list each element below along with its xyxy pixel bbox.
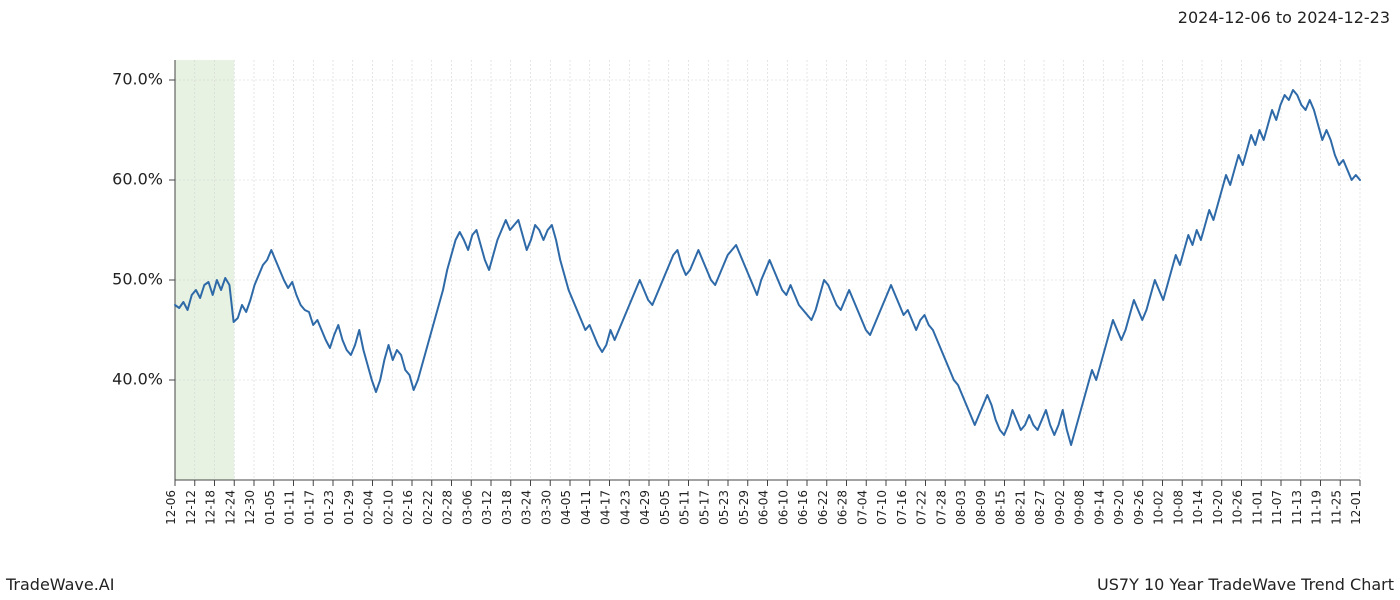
x-tick-label: 01-11 bbox=[283, 490, 297, 525]
x-tick-label: 04-05 bbox=[559, 490, 573, 525]
x-tick-label: 06-10 bbox=[776, 490, 790, 525]
x-tick-label: 07-22 bbox=[915, 490, 929, 525]
x-tick-label: 08-21 bbox=[1013, 490, 1027, 525]
y-tick-label: 40.0% bbox=[112, 370, 163, 389]
y-tick-label: 50.0% bbox=[112, 270, 163, 289]
x-tick-label: 12-01 bbox=[1349, 490, 1363, 525]
x-tick-label: 11-13 bbox=[1290, 490, 1304, 525]
x-tick-label: 04-17 bbox=[599, 490, 613, 525]
x-tick-label: 07-16 bbox=[895, 490, 909, 525]
x-tick-label: 09-26 bbox=[1132, 490, 1146, 525]
x-tick-label: 09-08 bbox=[1073, 490, 1087, 525]
x-tick-label: 05-17 bbox=[697, 490, 711, 525]
x-tick-label: 01-23 bbox=[322, 490, 336, 525]
x-tick-label: 10-08 bbox=[1171, 490, 1185, 525]
x-tick-label: 08-03 bbox=[954, 490, 968, 525]
x-tick-label: 01-17 bbox=[302, 490, 316, 525]
x-tick-label: 04-23 bbox=[618, 490, 632, 525]
x-tick-label: 02-16 bbox=[401, 490, 415, 525]
date-range-label: 2024-12-06 to 2024-12-23 bbox=[1178, 8, 1390, 27]
x-tick-label: 03-06 bbox=[460, 490, 474, 525]
x-tick-label: 02-22 bbox=[421, 490, 435, 525]
x-tick-label: 12-24 bbox=[223, 490, 237, 525]
x-tick-label: 06-16 bbox=[796, 490, 810, 525]
y-tick-label: 60.0% bbox=[112, 170, 163, 189]
x-tick-label: 06-22 bbox=[816, 490, 830, 525]
x-tick-label: 12-18 bbox=[204, 490, 218, 525]
x-tick-label: 09-02 bbox=[1053, 490, 1067, 525]
x-tick-label: 11-25 bbox=[1329, 490, 1343, 525]
x-tick-label: 01-29 bbox=[342, 490, 356, 525]
y-tick-label: 70.0% bbox=[112, 70, 163, 89]
x-tick-label: 06-28 bbox=[836, 490, 850, 525]
x-tick-label: 04-11 bbox=[579, 490, 593, 525]
x-tick-label: 02-10 bbox=[381, 490, 395, 525]
x-tick-label: 10-14 bbox=[1191, 490, 1205, 525]
x-tick-label: 11-19 bbox=[1310, 490, 1324, 525]
x-tick-label: 10-26 bbox=[1231, 490, 1245, 525]
x-tick-label: 04-29 bbox=[638, 490, 652, 525]
x-tick-label: 05-05 bbox=[658, 490, 672, 525]
x-tick-label: 03-12 bbox=[480, 490, 494, 525]
x-tick-label: 08-15 bbox=[994, 490, 1008, 525]
trend-chart: 40.0% 50.0% 60.0% 70.0% 12-06 12-12 12-18 12-24… bbox=[0, 0, 1400, 600]
x-tick-label: 02-04 bbox=[362, 490, 376, 525]
x-tick-label: 09-20 bbox=[1112, 490, 1126, 525]
x-tick-label: 08-27 bbox=[1033, 490, 1047, 525]
x-tick-label: 07-28 bbox=[934, 490, 948, 525]
x-tick-label: 03-24 bbox=[520, 490, 534, 525]
x-tick-label: 01-05 bbox=[263, 490, 277, 525]
x-tick-label: 11-07 bbox=[1270, 490, 1284, 525]
x-tick-label: 11-01 bbox=[1250, 490, 1264, 525]
x-tick-label: 05-23 bbox=[717, 490, 731, 525]
x-tick-label: 05-29 bbox=[737, 490, 751, 525]
x-tick-label: 07-04 bbox=[855, 490, 869, 525]
x-tick-label: 06-04 bbox=[757, 490, 771, 525]
x-tick-label: 07-10 bbox=[875, 490, 889, 525]
x-tick-label: 12-06 bbox=[164, 490, 178, 525]
x-tick-label: 12-30 bbox=[243, 490, 257, 525]
x-tick-label: 10-02 bbox=[1152, 490, 1166, 525]
x-tick-label: 03-18 bbox=[500, 490, 514, 525]
chart-subtitle: US7Y 10 Year TradeWave Trend Chart bbox=[1097, 575, 1394, 594]
x-tick-label: 03-30 bbox=[539, 490, 553, 525]
x-tick-label: 05-11 bbox=[678, 490, 692, 525]
x-tick-label: 02-28 bbox=[441, 490, 455, 525]
x-tick-label: 10-20 bbox=[1211, 490, 1225, 525]
x-tick-label: 08-09 bbox=[974, 490, 988, 525]
chart-container: 2024-12-06 to 2024-12-23 40.0% 50.0% 60.0%… bbox=[0, 0, 1400, 600]
x-tick-label: 12-12 bbox=[184, 490, 198, 525]
x-tick-label: 09-14 bbox=[1092, 490, 1106, 525]
brand-label: TradeWave.AI bbox=[6, 575, 114, 594]
